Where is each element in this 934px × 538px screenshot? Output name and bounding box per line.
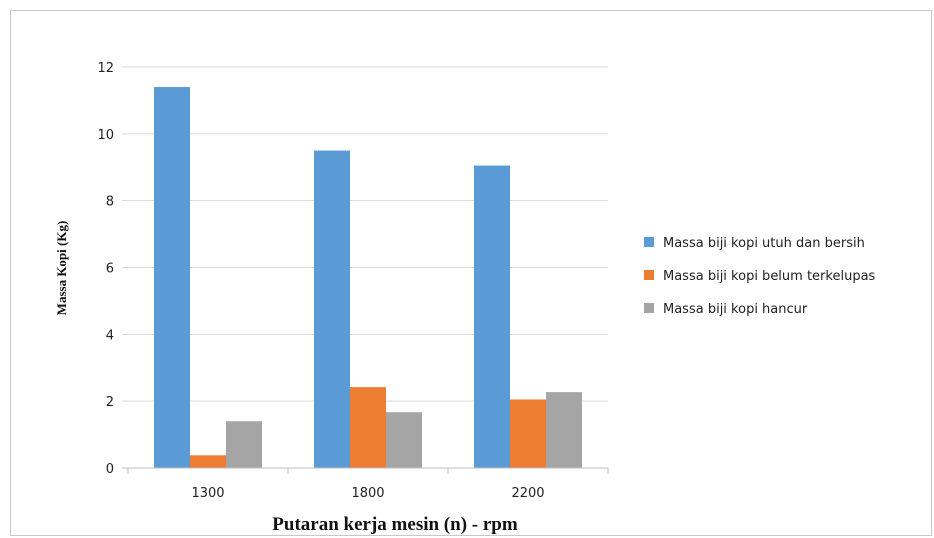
x-tick-label: 1300 <box>191 486 224 501</box>
legend-swatch <box>644 303 654 313</box>
bars <box>154 87 582 469</box>
legend-label: Massa biji kopi belum terkelupas <box>663 269 876 284</box>
gridlines <box>122 66 608 402</box>
bar-3-1800 <box>386 412 422 468</box>
y-tick-label: 6 <box>106 262 114 277</box>
y-tick-label: 8 <box>106 195 114 210</box>
y-axis-ticks: 0 2 4 6 8 10 12 <box>97 61 114 477</box>
y-tick-label: 12 <box>97 61 114 76</box>
x-axis-ticks: 1300 1800 2200 <box>127 468 609 501</box>
bar-3-1300 <box>226 421 262 468</box>
legend-label: Massa biji kopi hancur <box>663 302 808 317</box>
bar-2-1800 <box>350 387 386 468</box>
legend: Massa biji kopi utuh dan bersih Massa bij… <box>644 236 876 317</box>
legend-swatch <box>644 237 654 247</box>
x-axis-label: Putaran kerja mesin (n) - rpm <box>272 514 518 535</box>
bar-2-2200 <box>510 399 546 468</box>
x-tick-label: 2200 <box>511 486 544 501</box>
x-tick-label: 1800 <box>351 486 384 501</box>
y-tick-label: 0 <box>106 462 114 477</box>
bar-2-1300 <box>190 455 226 468</box>
y-tick-label: 2 <box>106 395 114 410</box>
bar-1-2200 <box>474 165 510 468</box>
y-tick-label: 10 <box>97 128 114 143</box>
y-axis-label: Massa Kopi (Kg) <box>54 221 69 316</box>
bar-1-1300 <box>154 87 190 469</box>
bar-3-2200 <box>546 392 582 468</box>
y-tick-label: 4 <box>106 328 114 343</box>
bar-1-1800 <box>314 150 350 468</box>
legend-swatch <box>644 270 654 280</box>
legend-label: Massa biji kopi utuh dan bersih <box>663 236 865 251</box>
